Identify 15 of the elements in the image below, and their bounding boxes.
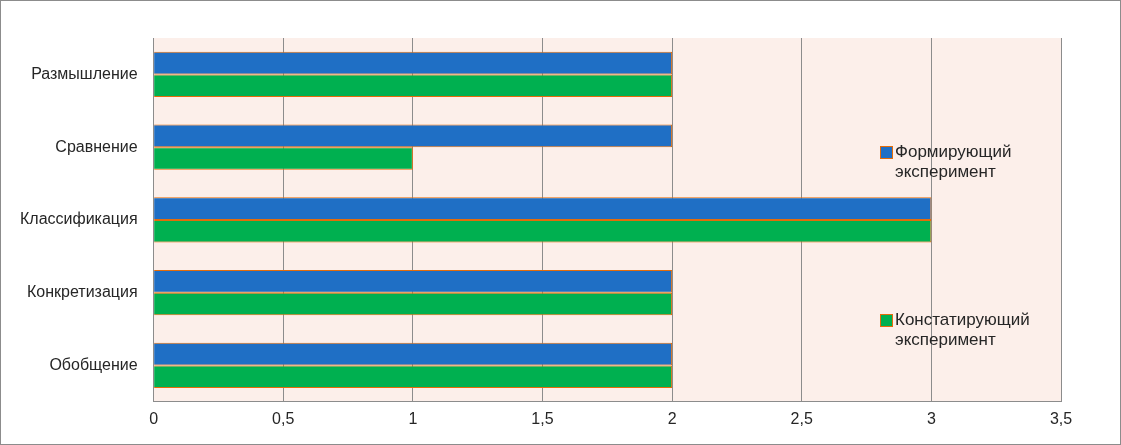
x-tick-label: 2,5 — [790, 409, 813, 427]
x-tick-label: 3 — [926, 409, 936, 427]
legend-label: Формирующий эксперимент — [895, 142, 1013, 182]
y-tick-label: Конкретизация — [27, 283, 138, 301]
x-tick-label: 0 — [149, 409, 159, 427]
y-tick-label: Обобщение — [49, 355, 138, 373]
y-tick-label: Сравнение — [55, 137, 138, 155]
y-tick-label: Размышление — [31, 64, 138, 82]
x-tick-label: 1 — [408, 409, 418, 427]
legend-label: Констатирующий эксперимент — [895, 310, 1031, 350]
y-tick-label: Классификация — [20, 210, 138, 228]
x-tick-label: 1,5 — [531, 409, 554, 427]
x-tick-label: 3,5 — [1049, 409, 1073, 427]
x-tick-label: 2 — [667, 409, 677, 427]
x-tick-label: 0,5 — [272, 409, 295, 427]
